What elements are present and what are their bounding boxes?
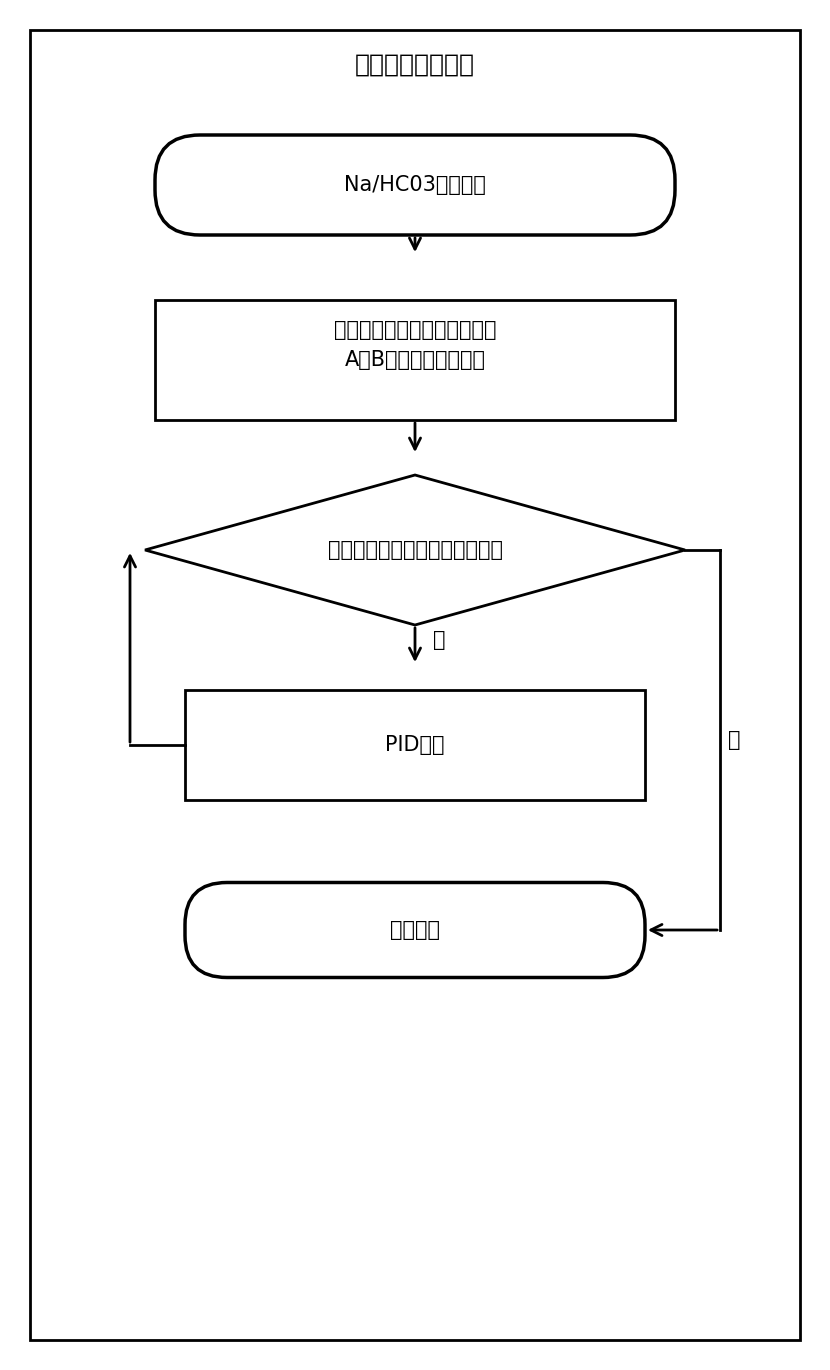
Text: 离子设置控制过程: 离子设置控制过程 [355,53,475,77]
Polygon shape [145,475,685,625]
Text: PID微调: PID微调 [385,734,445,755]
Text: 调节结束: 调节结束 [390,921,440,940]
FancyBboxPatch shape [155,136,675,236]
Text: 根据配方查表获得当前离子下
A、B泵值，下发给底层: 根据配方查表获得当前离子下 A、B泵值，下发给底层 [334,321,496,370]
FancyBboxPatch shape [185,882,645,978]
Bar [185,690,645,800]
FancyBboxPatch shape [30,30,800,1340]
Text: 否: 否 [433,630,446,649]
Text: Na/HC03设置完成: Na/HC03设置完成 [344,175,486,195]
Bar [155,300,675,421]
Text: 电导值在理论电导值偏差范围内: 电导值在理论电导值偏差范围内 [328,540,502,560]
Text: 是: 是 [728,730,740,749]
